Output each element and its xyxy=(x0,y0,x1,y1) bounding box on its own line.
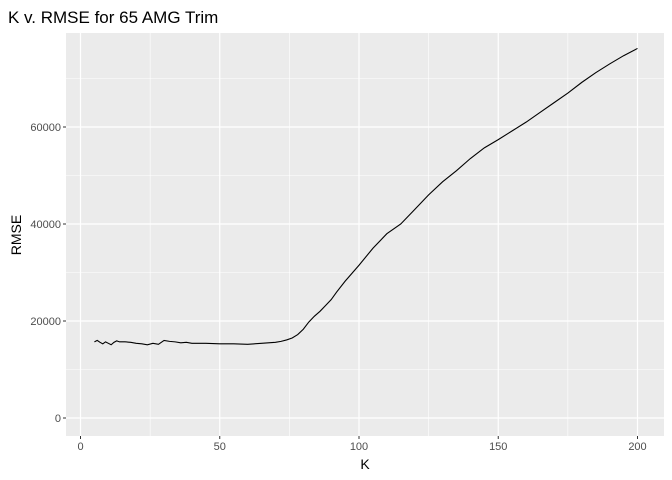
y-axis-title: RMSE xyxy=(8,215,24,255)
x-tick-label: 150 xyxy=(489,441,507,453)
x-axis-title: K xyxy=(360,456,370,472)
rmse-line xyxy=(94,47,638,346)
x-tick-label: 0 xyxy=(77,441,83,453)
grid-major xyxy=(66,33,664,436)
chart-title: K v. RMSE for 65 AMG Trim xyxy=(8,8,218,27)
y-tick-label: 40000 xyxy=(30,219,61,231)
y-tick-label: 20000 xyxy=(30,316,61,328)
grid-minor xyxy=(66,33,664,436)
x-tick-label: 200 xyxy=(628,441,646,453)
axis-tick-labels: 0 50 100 150 200 0 20000 40000 60000 xyxy=(30,122,646,453)
y-tick-label: 60000 xyxy=(30,122,61,134)
plot-panel xyxy=(66,33,664,436)
y-tick-label: 0 xyxy=(55,413,61,425)
x-tick-label: 50 xyxy=(214,441,226,453)
axis-ticks xyxy=(63,126,638,439)
x-tick-label: 100 xyxy=(350,441,368,453)
